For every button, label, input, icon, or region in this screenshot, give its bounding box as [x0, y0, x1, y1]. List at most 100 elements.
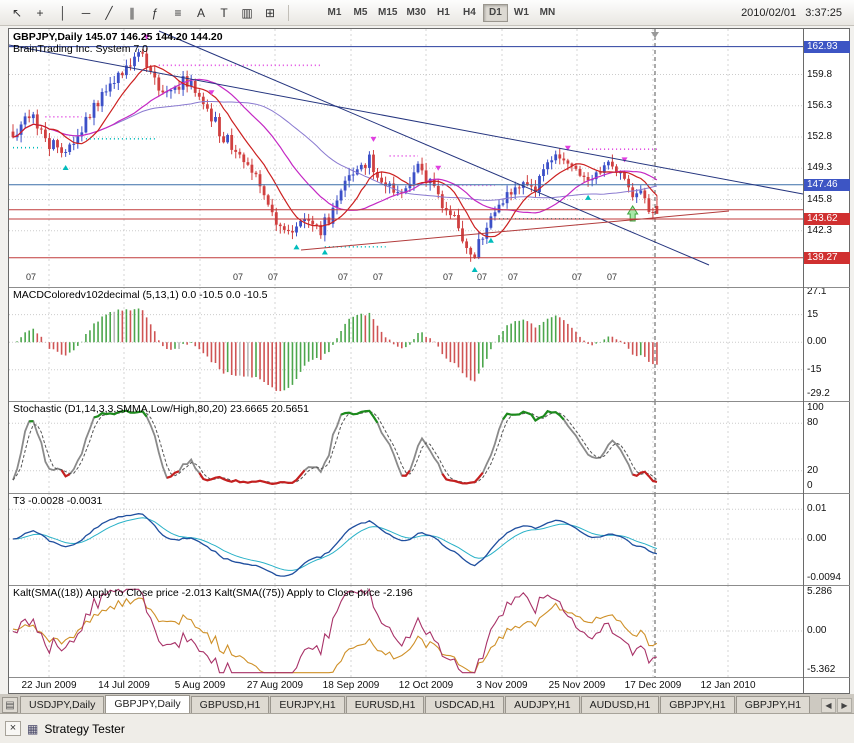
day-separator-label: 07	[232, 272, 244, 282]
toolbar: ↖ + │ ─ ╱ ∥ ƒ ≡ A T ▥ ⊞ M1 M5 M15 M30 H1 H4 D1 W1 MN 2010/0…	[0, 0, 854, 26]
channel-tool[interactable]: ∥	[129, 5, 135, 20]
timeframe-mn[interactable]: MN	[539, 7, 556, 18]
timeframe-h4[interactable]: H4	[463, 7, 476, 18]
indicators-tool[interactable]: ▥	[241, 5, 253, 20]
pane-separator[interactable]	[9, 401, 803, 402]
crosshair-tool[interactable]: +	[36, 5, 44, 20]
chart-tab-gbpjpy-daily[interactable]: GBPJPY,Daily	[105, 695, 190, 713]
timeframe-m30[interactable]: M30	[406, 7, 426, 18]
price-badge: 139.27	[804, 251, 850, 264]
t3-pane[interactable]	[9, 493, 803, 585]
timeframe-m15[interactable]: M15	[378, 7, 398, 18]
chart-tab-usdjpy-daily[interactable]: USDJPY,Daily	[20, 696, 105, 713]
chart-tab-audusd-h1[interactable]: AUDUSD,H1	[580, 696, 660, 713]
macd-axis-label: 27.1	[807, 286, 827, 298]
toolbar-separator	[288, 4, 289, 21]
server-clock: 2010/02/01 3:37:25	[741, 6, 842, 19]
macd-axis-label: 15	[807, 308, 819, 320]
date-axis: 22 Jun 2009 14 Jul 2009 5 Aug 2009 27 Aug 2…	[9, 677, 803, 693]
macd-axis-label: 0.00	[807, 336, 827, 348]
date-axis-label: 5 Aug 2009	[174, 680, 226, 691]
date-axis-label: 27 Aug 2009	[246, 680, 304, 691]
vertical-line-tool[interactable]: │	[59, 5, 67, 20]
chart-window: GBPJPY,Daily 145.07 146.25 144.20 144.20…	[8, 28, 850, 694]
stochastic-axis-label: 0	[807, 480, 813, 491]
date-axis-label: 25 Nov 2009	[548, 680, 606, 691]
date-axis-label: 12 Oct 2009	[398, 680, 454, 691]
chart-tab-eurusd-h1[interactable]: EURUSD,H1	[345, 696, 425, 713]
label-tool[interactable]: T	[220, 5, 228, 20]
date-axis-label: 12 Jan 2010	[700, 680, 756, 691]
kalman-axis-label: 0.00	[807, 625, 827, 636]
kalman-axis-label: 5.286	[807, 586, 833, 597]
timeframe-m5[interactable]: M5	[353, 7, 368, 18]
day-separator-label: 07	[337, 272, 349, 282]
horizontal-line-tool[interactable]: ─	[81, 5, 91, 20]
day-separator-label: 07	[476, 272, 488, 282]
chart-tab-audjpy-h1[interactable]: AUDJPY,H1	[505, 696, 580, 713]
price-axis-label: 152.8	[807, 131, 833, 143]
macd-axis-label: -29.2	[807, 388, 830, 399]
stochastic-axis-label: 100	[807, 402, 824, 413]
zoom-tool[interactable]: ⊞	[264, 5, 276, 20]
chart-plot-area[interactable]: GBPJPY,Daily 145.07 146.25 144.20 144.20…	[9, 29, 803, 693]
chart-tab-usdcad-h1[interactable]: USDCAD,H1	[425, 696, 505, 713]
macd-pane[interactable]	[9, 287, 803, 401]
timeframe-m1[interactable]: M1	[327, 7, 342, 18]
day-separator-label: 07	[372, 272, 384, 282]
tab-list-button[interactable]: ▤	[2, 697, 18, 713]
timeframe-h1[interactable]: H1	[437, 7, 450, 18]
day-separator-label: 07	[267, 272, 279, 282]
strategy-tester-bar: × ▦ Strategy Tester	[0, 713, 854, 743]
chart-tab-gbpjpy-h1[interactable]: GBPJPY,H1	[660, 696, 735, 713]
cursor-tool[interactable]: ↖	[11, 5, 23, 20]
trendline-tool[interactable]: ╱	[105, 5, 113, 20]
axis-pane-separator	[804, 493, 850, 494]
tab-scroll-buttons: ◀ ▶	[820, 698, 854, 713]
tab-scroll-left-icon[interactable]: ◀	[821, 698, 836, 713]
price-badge: 162.93	[804, 40, 850, 53]
t3-axis-label: 0.00	[807, 533, 827, 544]
kalman-axis-label: -5.362	[807, 664, 836, 675]
price-axis-label: 142.3	[807, 224, 833, 236]
axis-pane-separator	[804, 287, 850, 288]
date-axis-label: 3 Nov 2009	[476, 680, 528, 691]
main-price-pane[interactable]	[9, 29, 803, 287]
kalman-pane[interactable]	[9, 585, 803, 677]
macd-axis-label: -15	[807, 363, 822, 375]
strategy-tester-title: Strategy Tester	[44, 721, 125, 736]
price-axis-label: 156.3	[807, 99, 833, 111]
chart-tab-eurjpy-h1[interactable]: EURJPY,H1	[270, 696, 345, 713]
date-axis-label: 17 Dec 2009	[624, 680, 682, 691]
axis-pane-separator	[804, 401, 850, 402]
fibonacci-tool[interactable]: ƒ	[151, 5, 159, 20]
stochastic-axis-label: 80	[807, 417, 819, 429]
pane-separator[interactable]	[9, 585, 803, 586]
shapes-tool[interactable]: ≡	[174, 5, 182, 20]
price-axis-label: 145.8	[807, 193, 833, 205]
drawing-tools-group: ↖ + │ ─ ╱ ∥ ƒ ≡ A T ▥ ⊞	[6, 3, 281, 23]
close-icon[interactable]: ×	[5, 721, 21, 736]
stochastic-pane[interactable]	[9, 401, 803, 493]
price-axis-label: 159.8	[807, 68, 833, 80]
chart-tab-gbpjpy-h1[interactable]: GBPJPY,H1	[735, 696, 811, 713]
timeframe-d1[interactable]: D1	[482, 3, 508, 22]
day-separator-label: 07	[442, 272, 454, 282]
price-axis-label: 149.3	[807, 162, 833, 174]
chart-tabs: USDJPY,Daily GBPJPY,Daily GBPUSD,H1 EURJPY,…	[20, 695, 811, 713]
text-tool[interactable]: A	[196, 5, 205, 20]
pane-separator[interactable]	[9, 287, 803, 288]
timeframe-group: M1 M5 M15 M30 H1 H4 D1 W1 MN	[322, 3, 560, 22]
day-separator-label: 07	[606, 272, 618, 282]
timeframe-w1[interactable]: W1	[513, 7, 529, 18]
pane-separator[interactable]	[9, 493, 803, 494]
t3-axis-label: -0.0094	[807, 572, 841, 583]
chart-tab-gbpusd-h1[interactable]: GBPUSD,H1	[190, 696, 270, 713]
tab-scroll-right-icon[interactable]: ▶	[837, 698, 852, 713]
stochastic-axis-label: 20	[807, 464, 819, 476]
day-separator-label: 07	[507, 272, 519, 282]
chart-tabs-bar: ▤ USDJPY,Daily GBPJPY,Daily GBPUSD,H1 EURJP…	[0, 694, 854, 713]
date-axis-label: 22 Jun 2009	[21, 680, 77, 691]
t3-axis-label: 0.01	[807, 503, 827, 515]
